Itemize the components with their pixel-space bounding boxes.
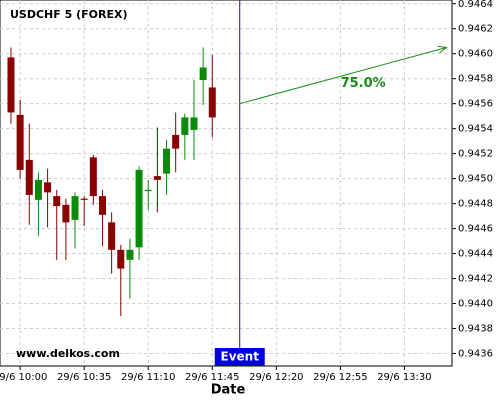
y-tick-label: 0.9450	[458, 174, 493, 185]
candle-body	[71, 196, 79, 220]
forecast-arrow	[239, 46, 447, 105]
candle-body	[80, 198, 88, 200]
x-tick-label: 29/6 11:10	[121, 372, 175, 383]
x-axis-label: Date	[211, 383, 246, 398]
candle-body	[108, 222, 116, 250]
candle-body	[16, 114, 24, 170]
candle-body	[153, 176, 161, 180]
x-tick-label: 29/6 10:35	[57, 372, 111, 383]
y-tick-label: 0.9452	[458, 149, 493, 160]
arrow-head	[437, 45, 448, 54]
y-tick-label: 0.9446	[458, 224, 493, 235]
x-tick-label: 29/6 11:45	[185, 372, 239, 383]
watermark: www.delkos.com	[16, 347, 120, 360]
x-tick-label: 29/6 12:20	[249, 372, 303, 383]
candle-body	[89, 157, 97, 197]
y-tick-label: 0.9444	[458, 249, 493, 260]
candle-body	[208, 87, 216, 118]
event-box	[214, 348, 265, 366]
candle-body	[135, 169, 143, 248]
x-tick-label: 29/6 13:30	[377, 372, 431, 383]
y-tick-label: 0.9442	[458, 274, 493, 285]
candle-body	[144, 189, 152, 192]
y-tick-label: 0.9438	[458, 324, 493, 335]
candle-body	[199, 67, 207, 80]
x-tick-label: 29/6 12:55	[313, 372, 367, 383]
forecast-label: 75.0%	[341, 76, 386, 91]
candle-body	[44, 182, 52, 193]
candle-body	[117, 249, 125, 269]
y-tick-label: 0.9460	[458, 49, 493, 60]
candle-body	[163, 148, 171, 174]
event-label: Event	[221, 350, 260, 364]
x-tick-label: 29/6 10:00	[0, 372, 47, 383]
y-tick-label: 0.9462	[458, 24, 493, 35]
candle-body	[62, 204, 70, 223]
y-tick-label: 0.9454	[458, 124, 493, 135]
candle-body	[34, 179, 42, 200]
y-tick-label: 0.9440	[458, 299, 493, 310]
y-tick-label: 0.9436	[458, 349, 493, 360]
plot-area	[0, 0, 453, 367]
candle-body	[98, 196, 106, 215]
candle-body	[53, 196, 61, 207]
y-tick-label: 0.9448	[458, 199, 493, 210]
y-tick-label: 0.9458	[458, 74, 493, 85]
candle-body	[181, 117, 189, 135]
y-tick-label: 0.9464	[458, 0, 493, 10]
candle-body	[126, 249, 134, 260]
candle-body	[190, 117, 198, 130]
candle-body	[7, 57, 15, 113]
chart-title: USDCHF 5 (FOREX)	[10, 8, 127, 21]
candle-body	[25, 159, 33, 195]
y-tick-label: 0.9456	[458, 99, 493, 110]
candle-body	[172, 134, 180, 149]
